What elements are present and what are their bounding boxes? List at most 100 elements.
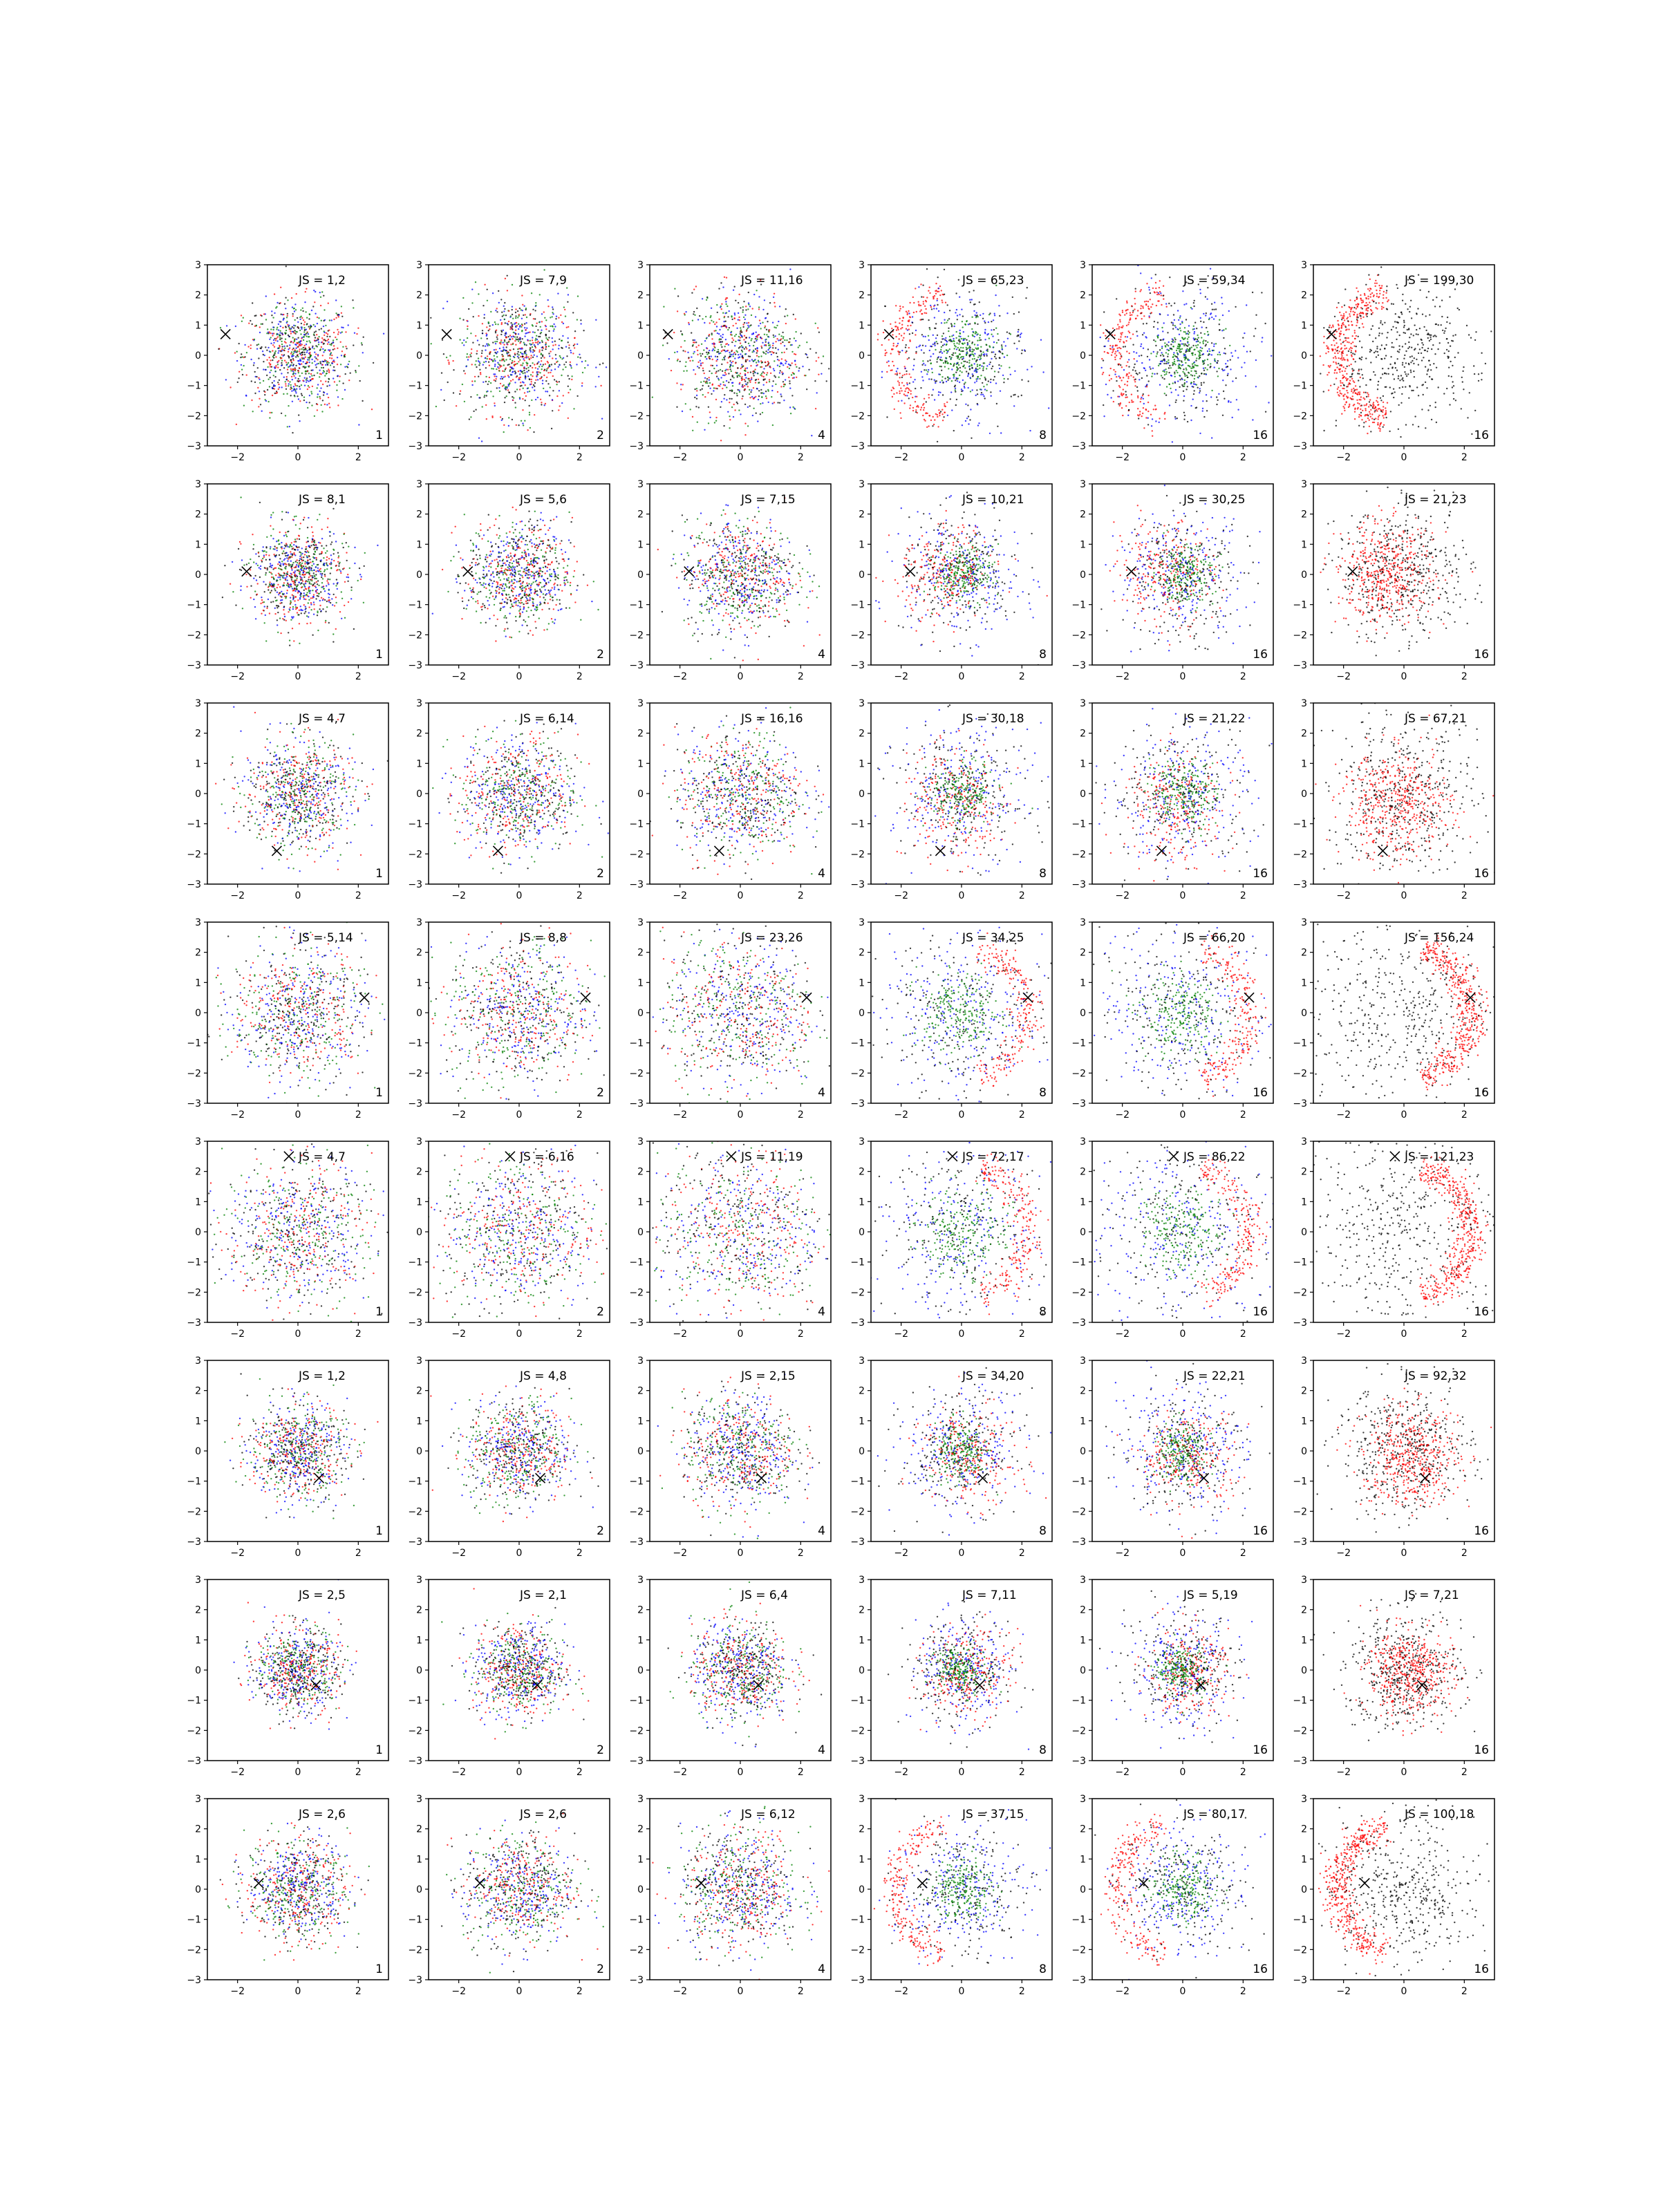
scatter-point [944,360,946,362]
scatter-point [724,359,726,361]
scatter-point [1140,305,1143,307]
scatter-point [1385,290,1388,292]
scatter-point [505,447,506,448]
scatter-point [1212,318,1215,320]
scatter-point [1393,346,1395,348]
scatter-point [332,339,335,341]
scatter-point [568,391,570,394]
scatter-point [1184,373,1186,375]
scatter-point [1168,367,1170,369]
scatter-point [316,403,319,406]
scatter-point [1162,330,1164,332]
scatter-point [322,339,325,341]
scatter-point [1026,287,1029,289]
scatter-point [782,331,784,334]
scatter-point [733,448,735,449]
scatter-point [1188,348,1190,350]
scatter-point [1351,395,1353,397]
scatter-point [929,359,931,362]
scatter-point [1420,352,1423,355]
scatter-point [1152,435,1154,437]
scatter-point [736,375,738,377]
scatter-point [358,424,360,426]
scatter-point [535,302,537,304]
scatter-point [300,333,302,335]
scatter-point [1171,441,1174,443]
scatter-point [890,323,892,325]
scatter-point [550,364,553,366]
scatter-point [1161,352,1163,354]
scatter-point [1183,344,1185,347]
scatter-point [968,340,971,342]
scatter-point [1119,377,1121,379]
scatter-point [971,389,973,391]
scatter-point [738,347,740,349]
scatter-point [503,348,505,350]
scatter-point [492,368,494,370]
scatter-point [753,341,756,344]
scatter-point [1001,346,1003,348]
scatter-point [322,366,324,369]
scatter-point [1147,401,1150,404]
x-tick-label: −2 [1115,452,1130,463]
scatter-point [1194,364,1196,366]
scatter-point [1210,342,1213,344]
scatter-point [1174,371,1176,373]
scatter-point [805,375,807,377]
scatter-point [951,340,953,343]
scatter-point [918,304,920,307]
scatter-point [512,399,514,402]
scatter-point [299,400,301,402]
scatter-point [494,351,496,354]
scatter-point [1020,332,1022,335]
scatter-point [1172,356,1174,358]
scatter-point [677,242,679,243]
scatter-point [497,362,499,364]
scatter-point [1387,373,1389,375]
scatter-point [567,337,569,339]
scatter-point [301,337,303,339]
scatter-point [290,368,292,371]
scatter-point [764,326,766,329]
scatter-point [360,342,363,344]
scatter-point [1216,403,1218,406]
scatter-point [294,373,297,375]
scatter-point [761,375,763,377]
scatter-point [932,343,935,346]
scatter-point [326,370,328,372]
scatter-point [280,313,282,315]
scatter-point [1112,400,1115,403]
scatter-point [271,321,273,324]
scatter-point [953,334,955,337]
scatter-point [1109,344,1112,347]
scatter-point [982,369,984,371]
scatter-point [1368,401,1371,403]
scatter-point [570,365,572,367]
scatter-point [503,384,505,386]
scatter-point [1376,401,1379,403]
scatter-point [754,382,757,384]
scatter-point [1120,347,1122,350]
scatter-point [731,337,733,339]
scatter-point [1139,411,1141,413]
scatter-point [330,352,332,354]
scatter-point [526,327,528,329]
scatter-point [494,359,496,362]
scatter-point [1162,370,1164,373]
scatter-point [1137,408,1139,410]
scatter-point [1167,355,1169,357]
scatter-point [1174,339,1177,341]
k-annotation: 4 [818,429,825,442]
scatter-point [308,362,310,364]
scatter-point [315,290,317,293]
scatter-point [718,288,720,290]
scatter-point [697,319,700,321]
scatter-point [765,344,767,346]
scatter-point [944,339,946,341]
scatter-point [1323,327,1325,329]
scatter-point [323,351,325,353]
scatter-point [344,355,346,358]
scatter-point [315,357,317,359]
scatter-point [937,290,940,292]
scatter-point [730,370,733,373]
